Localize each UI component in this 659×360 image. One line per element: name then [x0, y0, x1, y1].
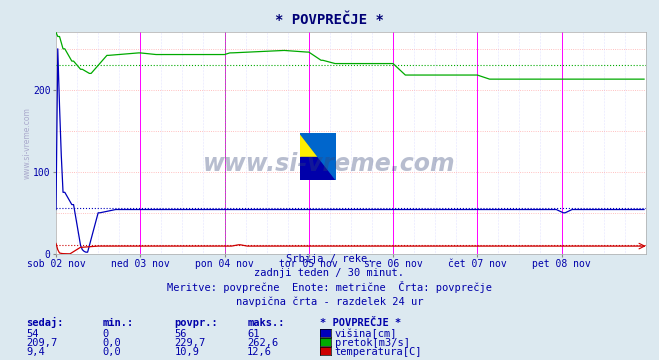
Text: 54: 54	[26, 329, 39, 339]
Text: www.si-vreme.com: www.si-vreme.com	[203, 152, 456, 176]
Text: 0,0: 0,0	[102, 338, 121, 348]
Text: 61: 61	[247, 329, 260, 339]
Text: višina[cm]: višina[cm]	[335, 328, 397, 339]
Text: navpična črta - razdelek 24 ur: navpična črta - razdelek 24 ur	[236, 297, 423, 307]
Text: Srbija / reke.: Srbija / reke.	[286, 254, 373, 264]
Text: 56: 56	[175, 329, 187, 339]
Text: 12,6: 12,6	[247, 347, 272, 357]
Text: 262,6: 262,6	[247, 338, 278, 348]
Bar	[300, 133, 318, 157]
Polygon shape	[300, 133, 336, 180]
Text: pretok[m3/s]: pretok[m3/s]	[335, 338, 410, 348]
Text: 209,7: 209,7	[26, 338, 57, 348]
Text: 10,9: 10,9	[175, 347, 200, 357]
Bar	[318, 133, 336, 157]
Text: * POVPREČJE *: * POVPREČJE *	[320, 318, 401, 328]
Text: 0: 0	[102, 329, 108, 339]
Text: 0,0: 0,0	[102, 347, 121, 357]
Text: maks.:: maks.:	[247, 318, 285, 328]
Bar	[300, 157, 336, 180]
Text: 229,7: 229,7	[175, 338, 206, 348]
Text: min.:: min.:	[102, 318, 133, 328]
Y-axis label: www.si-vreme.com: www.si-vreme.com	[22, 107, 32, 179]
Text: sedaj:: sedaj:	[26, 317, 64, 328]
Text: zadnji teden / 30 minut.: zadnji teden / 30 minut.	[254, 269, 405, 279]
Text: * POVPREČJE *: * POVPREČJE *	[275, 13, 384, 27]
Text: Meritve: povprečne  Enote: metrične  Črta: povprečje: Meritve: povprečne Enote: metrične Črta:…	[167, 281, 492, 293]
Text: temperatura[C]: temperatura[C]	[335, 347, 422, 357]
Text: povpr.:: povpr.:	[175, 318, 218, 328]
Text: 9,4: 9,4	[26, 347, 45, 357]
